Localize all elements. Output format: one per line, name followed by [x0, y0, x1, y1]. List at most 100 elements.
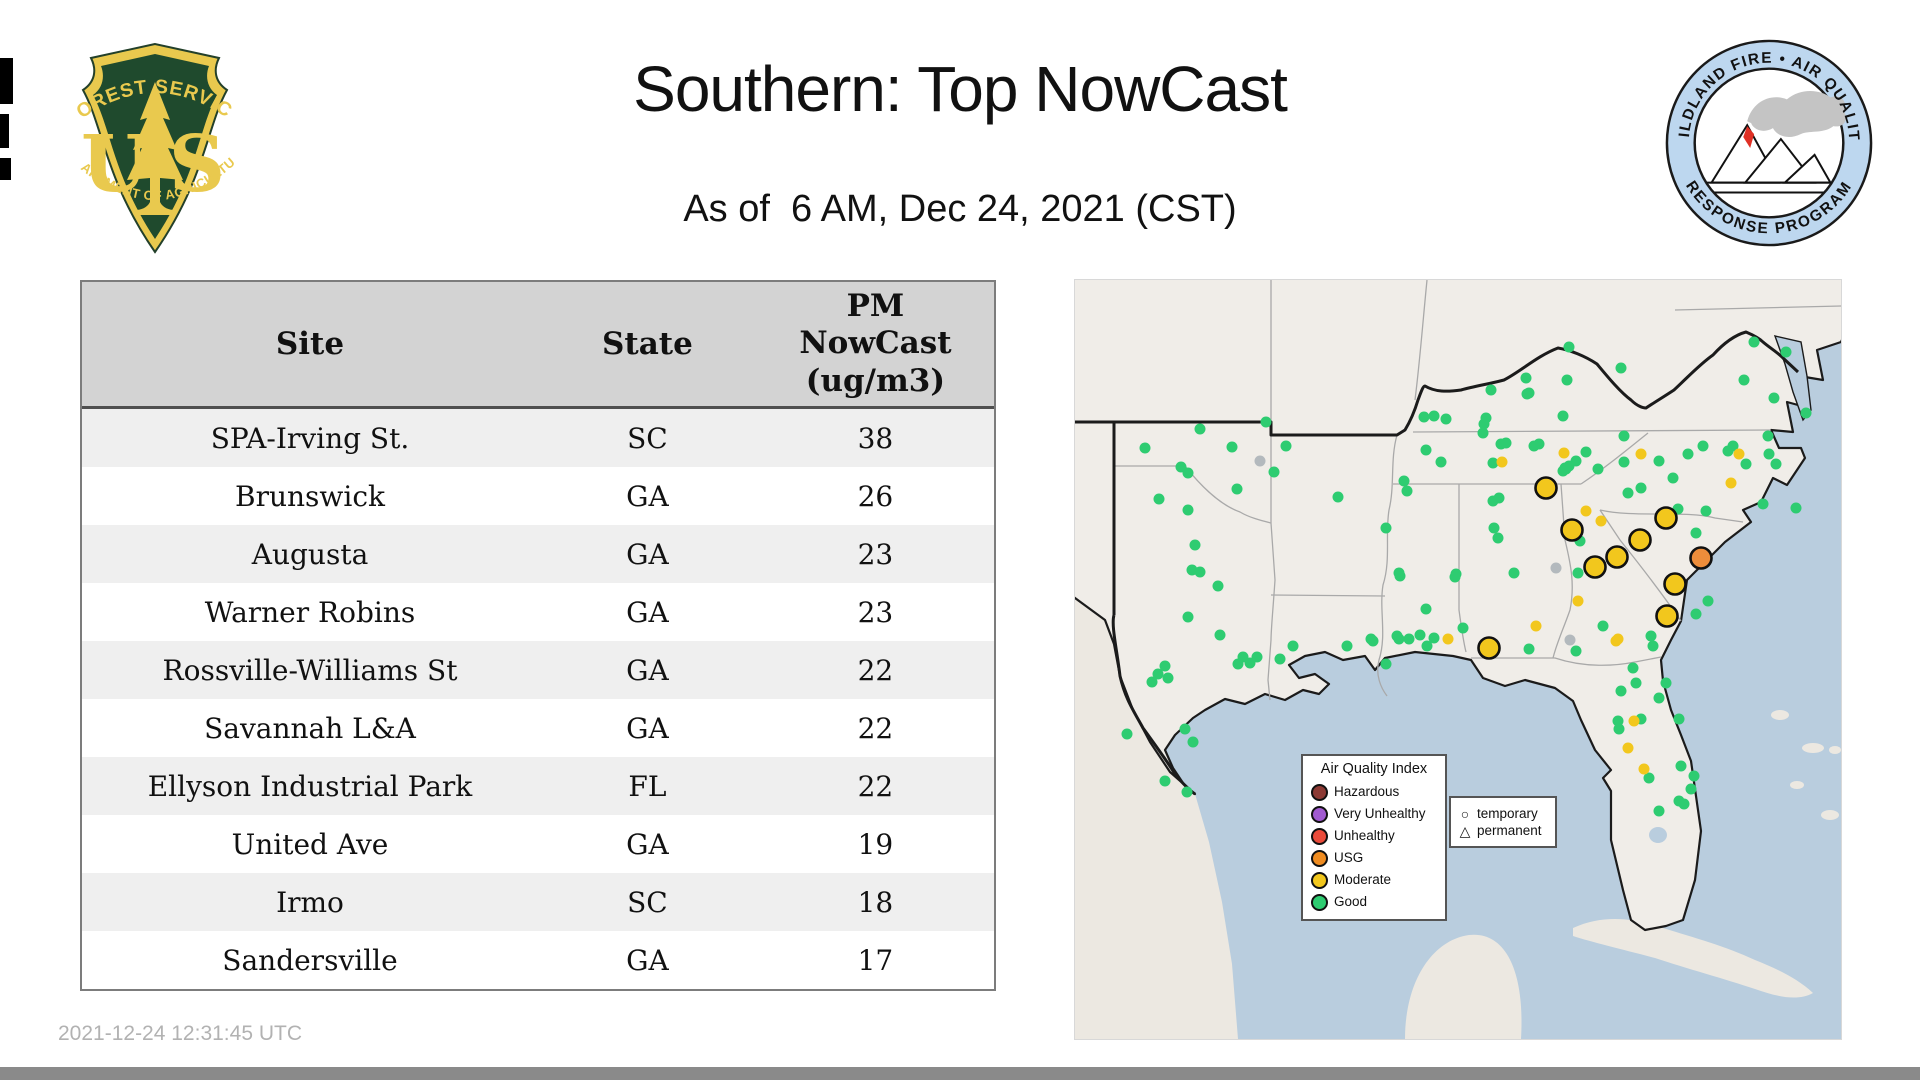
site-marker-good [1421, 640, 1433, 652]
site-marker-good [1492, 532, 1504, 544]
map-markers [1121, 336, 1812, 817]
site-marker-good [1488, 522, 1500, 534]
cell-site: Augusta [251, 537, 369, 571]
site-marker-good [1440, 413, 1452, 425]
site-marker-good [1557, 410, 1569, 422]
bottom-gray-bar [0, 1067, 1920, 1080]
usfs-pine-tree-icon [127, 82, 183, 215]
site-marker-good [1697, 440, 1709, 452]
site-marker-good [1398, 475, 1410, 487]
site-marker-good [1738, 374, 1750, 386]
site-marker-good [1182, 611, 1194, 623]
site-marker-good [1580, 446, 1592, 458]
cell-pm: 38 [857, 421, 894, 455]
site-marker-good [1597, 620, 1609, 632]
cell-pm: 22 [857, 711, 894, 745]
site-marker-good [1187, 736, 1199, 748]
bahamas-islands [1771, 710, 1841, 820]
site-marker-good [1635, 482, 1647, 494]
cell-site: United Ave [231, 827, 389, 861]
cell-site: Warner Robins [204, 595, 416, 629]
site-marker-good [1428, 632, 1440, 644]
aqi-color-dot-icon [1311, 827, 1328, 845]
cell-state: GA [626, 653, 669, 687]
wfaqrp-logo: WILDLAND FIRE • AIR QUALITY RESPONSE PRO… [1652, 21, 1878, 257]
table-row: Warner Robins GA 23 [82, 583, 994, 641]
site-marker-usg-top [1689, 546, 1713, 570]
site-marker-good [1627, 662, 1639, 674]
marker-shape-legend: ○ temporary △ permanent [1449, 796, 1557, 848]
site-marker-moderate-top [1655, 604, 1679, 628]
site-marker-moderate-top [1663, 572, 1687, 596]
cell-state: GA [626, 711, 669, 745]
site-marker-good [1647, 640, 1659, 652]
site-marker-good [1428, 410, 1440, 422]
nowcast-table-body: SPA-Irving St. SC 38 Brunswick GA 26 Augusta GA… [82, 409, 994, 989]
aqi-legend-title: Air Quality Index [1320, 761, 1428, 777]
site-marker-good [1162, 672, 1174, 684]
site-marker-good [1523, 643, 1535, 655]
page-subtitle: As of 6 AM, Dec 24, 2021 (CST) [683, 188, 1237, 230]
site-marker-good [1181, 786, 1193, 798]
site-marker-good [1477, 427, 1489, 439]
site-marker-good [1260, 416, 1272, 428]
site-marker-moderate [1635, 448, 1647, 460]
cell-pm: 17 [857, 943, 894, 977]
site-marker-good [1678, 798, 1690, 810]
site-marker-good [1194, 423, 1206, 435]
aqi-color-dot-icon [1311, 849, 1328, 867]
site-marker-good [1341, 640, 1353, 652]
site-marker-good [1401, 485, 1413, 497]
col-header-state: State [602, 326, 693, 362]
site-marker-good [1457, 622, 1469, 634]
site-marker-good [1630, 677, 1642, 689]
site-marker-good [1763, 448, 1775, 460]
site-marker-good [1740, 458, 1752, 470]
col-header-site: Site [275, 326, 345, 362]
site-marker-good [1790, 502, 1802, 514]
site-marker-good [1179, 723, 1191, 735]
cell-pm: 22 [857, 769, 894, 803]
site-marker-good [1612, 715, 1624, 727]
cell-site: Sandersville [222, 943, 398, 977]
site-marker-good [1365, 633, 1377, 645]
table-row: Rossville-Williams St GA 22 [82, 641, 994, 699]
site-marker-good [1420, 444, 1432, 456]
site-marker-moderate-top [1534, 476, 1558, 500]
site-marker-moderate-top [1583, 555, 1607, 579]
site-marker-good [1653, 805, 1665, 817]
nowcast-table-header: Site State PM NowCast (ug/m3) [82, 282, 994, 409]
site-marker-moderate-top [1477, 636, 1501, 660]
site-marker-moderate [1595, 515, 1607, 527]
site-marker-good [1618, 430, 1630, 442]
aqi-legend-label: Unhealthy [1334, 828, 1395, 844]
cell-site: Irmo [276, 885, 344, 919]
cell-state: SC [627, 885, 668, 919]
cell-site: Rossville-Williams St [162, 653, 458, 687]
cell-site: Ellyson Industrial Park [147, 769, 473, 803]
site-marker-good [1280, 440, 1292, 452]
site-marker-good [1159, 775, 1171, 787]
site-marker-good [1653, 692, 1665, 704]
aqi-color-dot-icon [1311, 783, 1328, 801]
nowcast-table: Site State PM NowCast (ug/m3) SPA-Irving… [80, 280, 996, 991]
mexico-land [1075, 598, 1238, 1039]
table-row: Savannah L&A GA 22 [82, 699, 994, 757]
site-marker-good [1251, 651, 1263, 663]
aqi-legend-item: Very Unhealthy [1311, 805, 1437, 823]
site-marker-good [1332, 491, 1344, 503]
aqi-legend: Air Quality Index Hazardous Very Unhealth… [1301, 754, 1447, 921]
site-marker-good [1418, 411, 1430, 423]
flame-icon [1743, 126, 1755, 148]
page-title: Southern: Top NowCast [633, 53, 1288, 125]
cell-site: SPA-Irving St. [210, 421, 410, 455]
site-marker-good [1520, 372, 1532, 384]
site-marker-moderate [1612, 633, 1624, 645]
cell-pm: 23 [857, 595, 894, 629]
cuba-land [1573, 918, 1813, 998]
site-marker-good [1414, 629, 1426, 641]
table-row: Ellyson Industrial Park FL 22 [82, 757, 994, 815]
site-marker-good [1572, 567, 1584, 579]
site-marker-good [1702, 595, 1714, 607]
site-marker-good [1622, 487, 1634, 499]
